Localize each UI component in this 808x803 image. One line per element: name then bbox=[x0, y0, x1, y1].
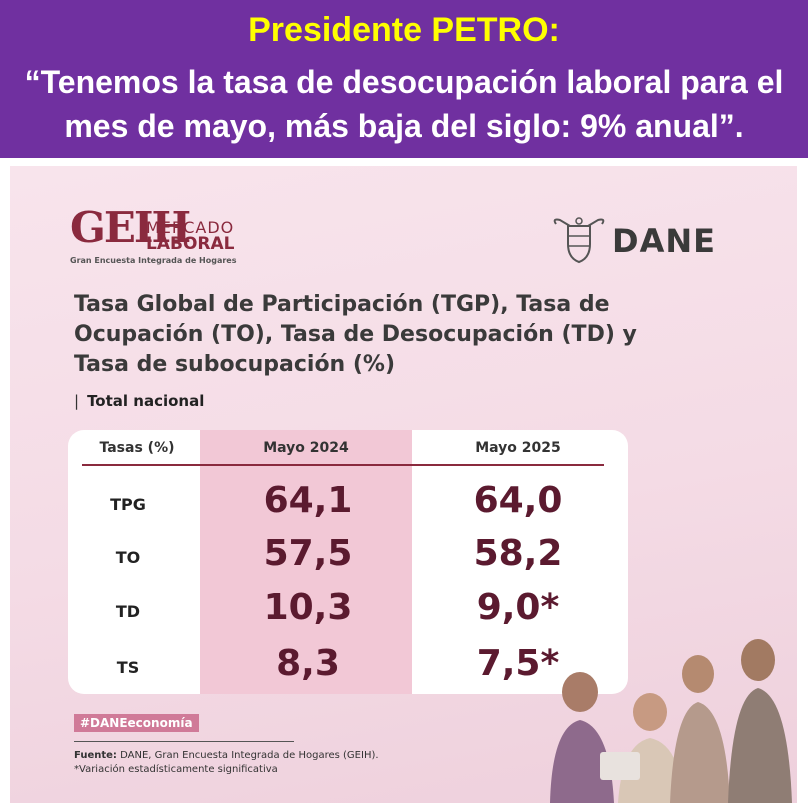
value-tpg-2025: 64,0 bbox=[473, 480, 563, 521]
value-td-2025: 9,0* bbox=[476, 587, 560, 628]
infographic-card: GEIH MERCADO LABORAL Gran Encuesta Integ… bbox=[10, 166, 797, 803]
people-photo bbox=[550, 639, 792, 803]
source-text: DANE, Gran Encuesta Integrada de Hogares… bbox=[116, 750, 379, 761]
footer-divider bbox=[74, 741, 294, 742]
banner-quote: “Tenemos la tasa de desocupación laboral… bbox=[0, 60, 808, 148]
header-mayo-2024: Mayo 2024 bbox=[263, 440, 349, 456]
banner-quote-line-1: “Tenemos la tasa de desocupación laboral… bbox=[24, 64, 784, 100]
row-label-tpg: TPG bbox=[110, 495, 146, 514]
value-td-2024: 10,3 bbox=[263, 587, 353, 628]
section-label-text: Total nacional bbox=[87, 392, 205, 410]
title-line-1: Tasa Global de Participación (TGP), Tasa… bbox=[74, 292, 610, 317]
title-line-3: Tasa de subocupación (%) bbox=[74, 352, 396, 377]
headline-banner: Presidente PETRO: “Tenemos la tasa de de… bbox=[0, 0, 808, 158]
row-label-ts: TS bbox=[116, 658, 140, 677]
value-to-2025: 58,2 bbox=[473, 533, 563, 574]
dane-logo-text: DANE bbox=[612, 222, 716, 260]
banner-quote-line-2: mes de mayo, más baja del siglo: 9% anua… bbox=[64, 108, 744, 144]
value-to-2024: 57,5 bbox=[263, 533, 353, 574]
header-tasas: Tasas (%) bbox=[99, 440, 175, 456]
value-ts-2024: 8,3 bbox=[276, 643, 340, 684]
header-divider bbox=[82, 464, 604, 466]
section-label: | Total nacional bbox=[74, 392, 204, 410]
chart-title: Tasa Global de Participación (TGP), Tasa… bbox=[74, 290, 754, 380]
header-mayo-2025: Mayo 2025 bbox=[475, 440, 561, 456]
geih-logo-laboral: LABORAL bbox=[146, 234, 235, 254]
source-label: Fuente: bbox=[74, 750, 117, 761]
banner-title: Presidente PETRO: bbox=[248, 11, 560, 49]
geih-logo-mercado: MERCADO bbox=[146, 218, 235, 237]
geih-logo-mark: GEIH bbox=[70, 203, 191, 252]
row-label-to: TO bbox=[115, 548, 141, 567]
value-tpg-2024: 64,1 bbox=[263, 480, 353, 521]
row-label-td: TD bbox=[115, 602, 141, 621]
significance-note: *Variación estadísticamente significativ… bbox=[74, 764, 278, 775]
source-note: Fuente: DANE, Gran Encuesta Integrada de… bbox=[74, 750, 379, 761]
geih-logo-subtitle: Gran Encuesta Integrada de Hogares bbox=[70, 256, 237, 265]
rates-table: Tasas (%) Mayo 2024 Mayo 2025 TPG 64,1 6… bbox=[68, 430, 628, 694]
value-ts-2025: 7,5* bbox=[476, 643, 560, 684]
section-bar: | bbox=[74, 392, 80, 410]
title-line-2: Ocupación (TO), Tasa de Desocupación (TD… bbox=[74, 322, 637, 347]
highlight-column-2024 bbox=[200, 430, 412, 694]
colombia-coat-of-arms-icon bbox=[553, 217, 605, 264]
hashtag-badge: #DANEeconomía bbox=[74, 714, 199, 732]
